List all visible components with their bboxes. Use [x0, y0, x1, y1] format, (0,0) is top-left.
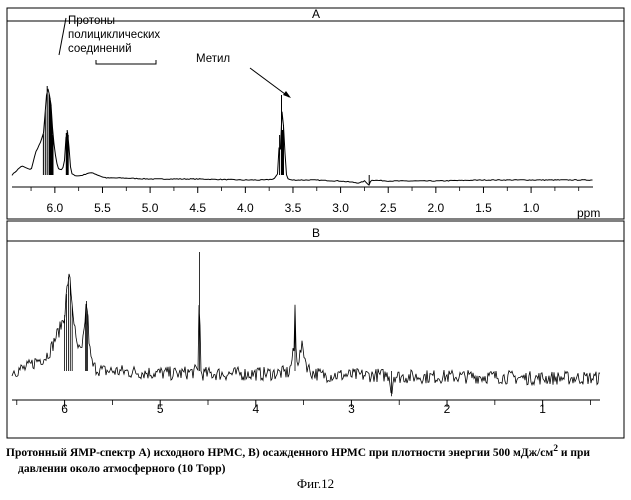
panel-a: A 6.05.55.04.54.03.53.02.52.01.51.0 ppm …	[7, 7, 624, 220]
panel-b-tick-label-3: 3	[348, 402, 355, 416]
panel-b-tick-label-0: 6	[61, 402, 68, 416]
panel-a-tick-label-0: 6.0	[47, 201, 64, 215]
caption-line-1-text: Протонный ЯМР-спектр А) исходного НРМС, …	[6, 447, 553, 459]
caption-line-2: давлении около атмосферного (10 Торр)	[6, 461, 626, 477]
panel-a-tick-label-3: 4.5	[189, 201, 206, 215]
figure-label: Фиг.12	[0, 476, 631, 492]
annotation-polycyclic-line2: полициклических	[68, 29, 160, 41]
annotation-methyl-arrow	[250, 68, 289, 97]
panel-b-title: B	[312, 226, 320, 240]
nmr-figure: A 6.05.55.04.54.03.53.02.52.01.51.0 ppm …	[0, 0, 631, 440]
panel-b-tick-label-2: 4	[252, 402, 259, 416]
panel-a-tick-label-5: 3.5	[285, 201, 302, 215]
annotation-polycyclic-line3: соединений	[68, 43, 132, 55]
panel-a-tick-label-10: 1.0	[523, 201, 540, 215]
panel-a-tick-label-2: 5.0	[142, 201, 159, 215]
panel-a-ticks: 6.0 5.5 5.0 4.5 4.0 3.5 3.0 2.5 2.0 1.5 1.0	[31, 187, 579, 215]
annotation-methyl: Метил	[196, 53, 291, 98]
panel-a-title: A	[312, 7, 320, 21]
annotation-polycyclic-line1: Протоны	[68, 15, 115, 27]
annotation-polycyclic: Протоны полициклических соединений	[59, 15, 160, 64]
panel-a-x-axis-label: ppm	[577, 206, 600, 220]
spectrum-b-line	[12, 252, 600, 396]
spectrum-a-line	[12, 86, 593, 185]
panel-a-tick-label-1: 5.5	[94, 201, 111, 215]
annotation-methyl-label: Метил	[196, 53, 230, 65]
panel-b-tick-label-4: 2	[444, 402, 451, 416]
annotation-polycyclic-bracket	[96, 60, 156, 64]
panel-a-tick-label-9: 1.5	[475, 201, 492, 215]
panel-b-ticks: 6 5 4 3 2 1	[17, 400, 591, 416]
figure-caption: Протонный ЯМР-спектр А) исходного НРМС, …	[6, 441, 626, 477]
panel-b-frame	[7, 221, 624, 438]
panel-a-tick-label-4: 4.0	[237, 201, 254, 215]
panel-b-tick-label-5: 1	[539, 402, 546, 416]
panel-a-tick-label-6: 3.0	[332, 201, 349, 215]
annotation-polycyclic-pointer	[59, 18, 66, 55]
panel-a-tick-label-7: 2.5	[380, 201, 397, 215]
caption-line-1: Протонный ЯМР-спектр А) исходного НРМС, …	[6, 441, 626, 461]
caption-line-1-end: и при	[558, 447, 590, 459]
panel-a-tick-label-8: 2.0	[428, 201, 445, 215]
panel-b: B 6 5 4 3 2 1	[7, 221, 624, 438]
panel-b-tick-label-1: 5	[157, 402, 164, 416]
annotation-methyl-arrowhead	[283, 91, 291, 98]
